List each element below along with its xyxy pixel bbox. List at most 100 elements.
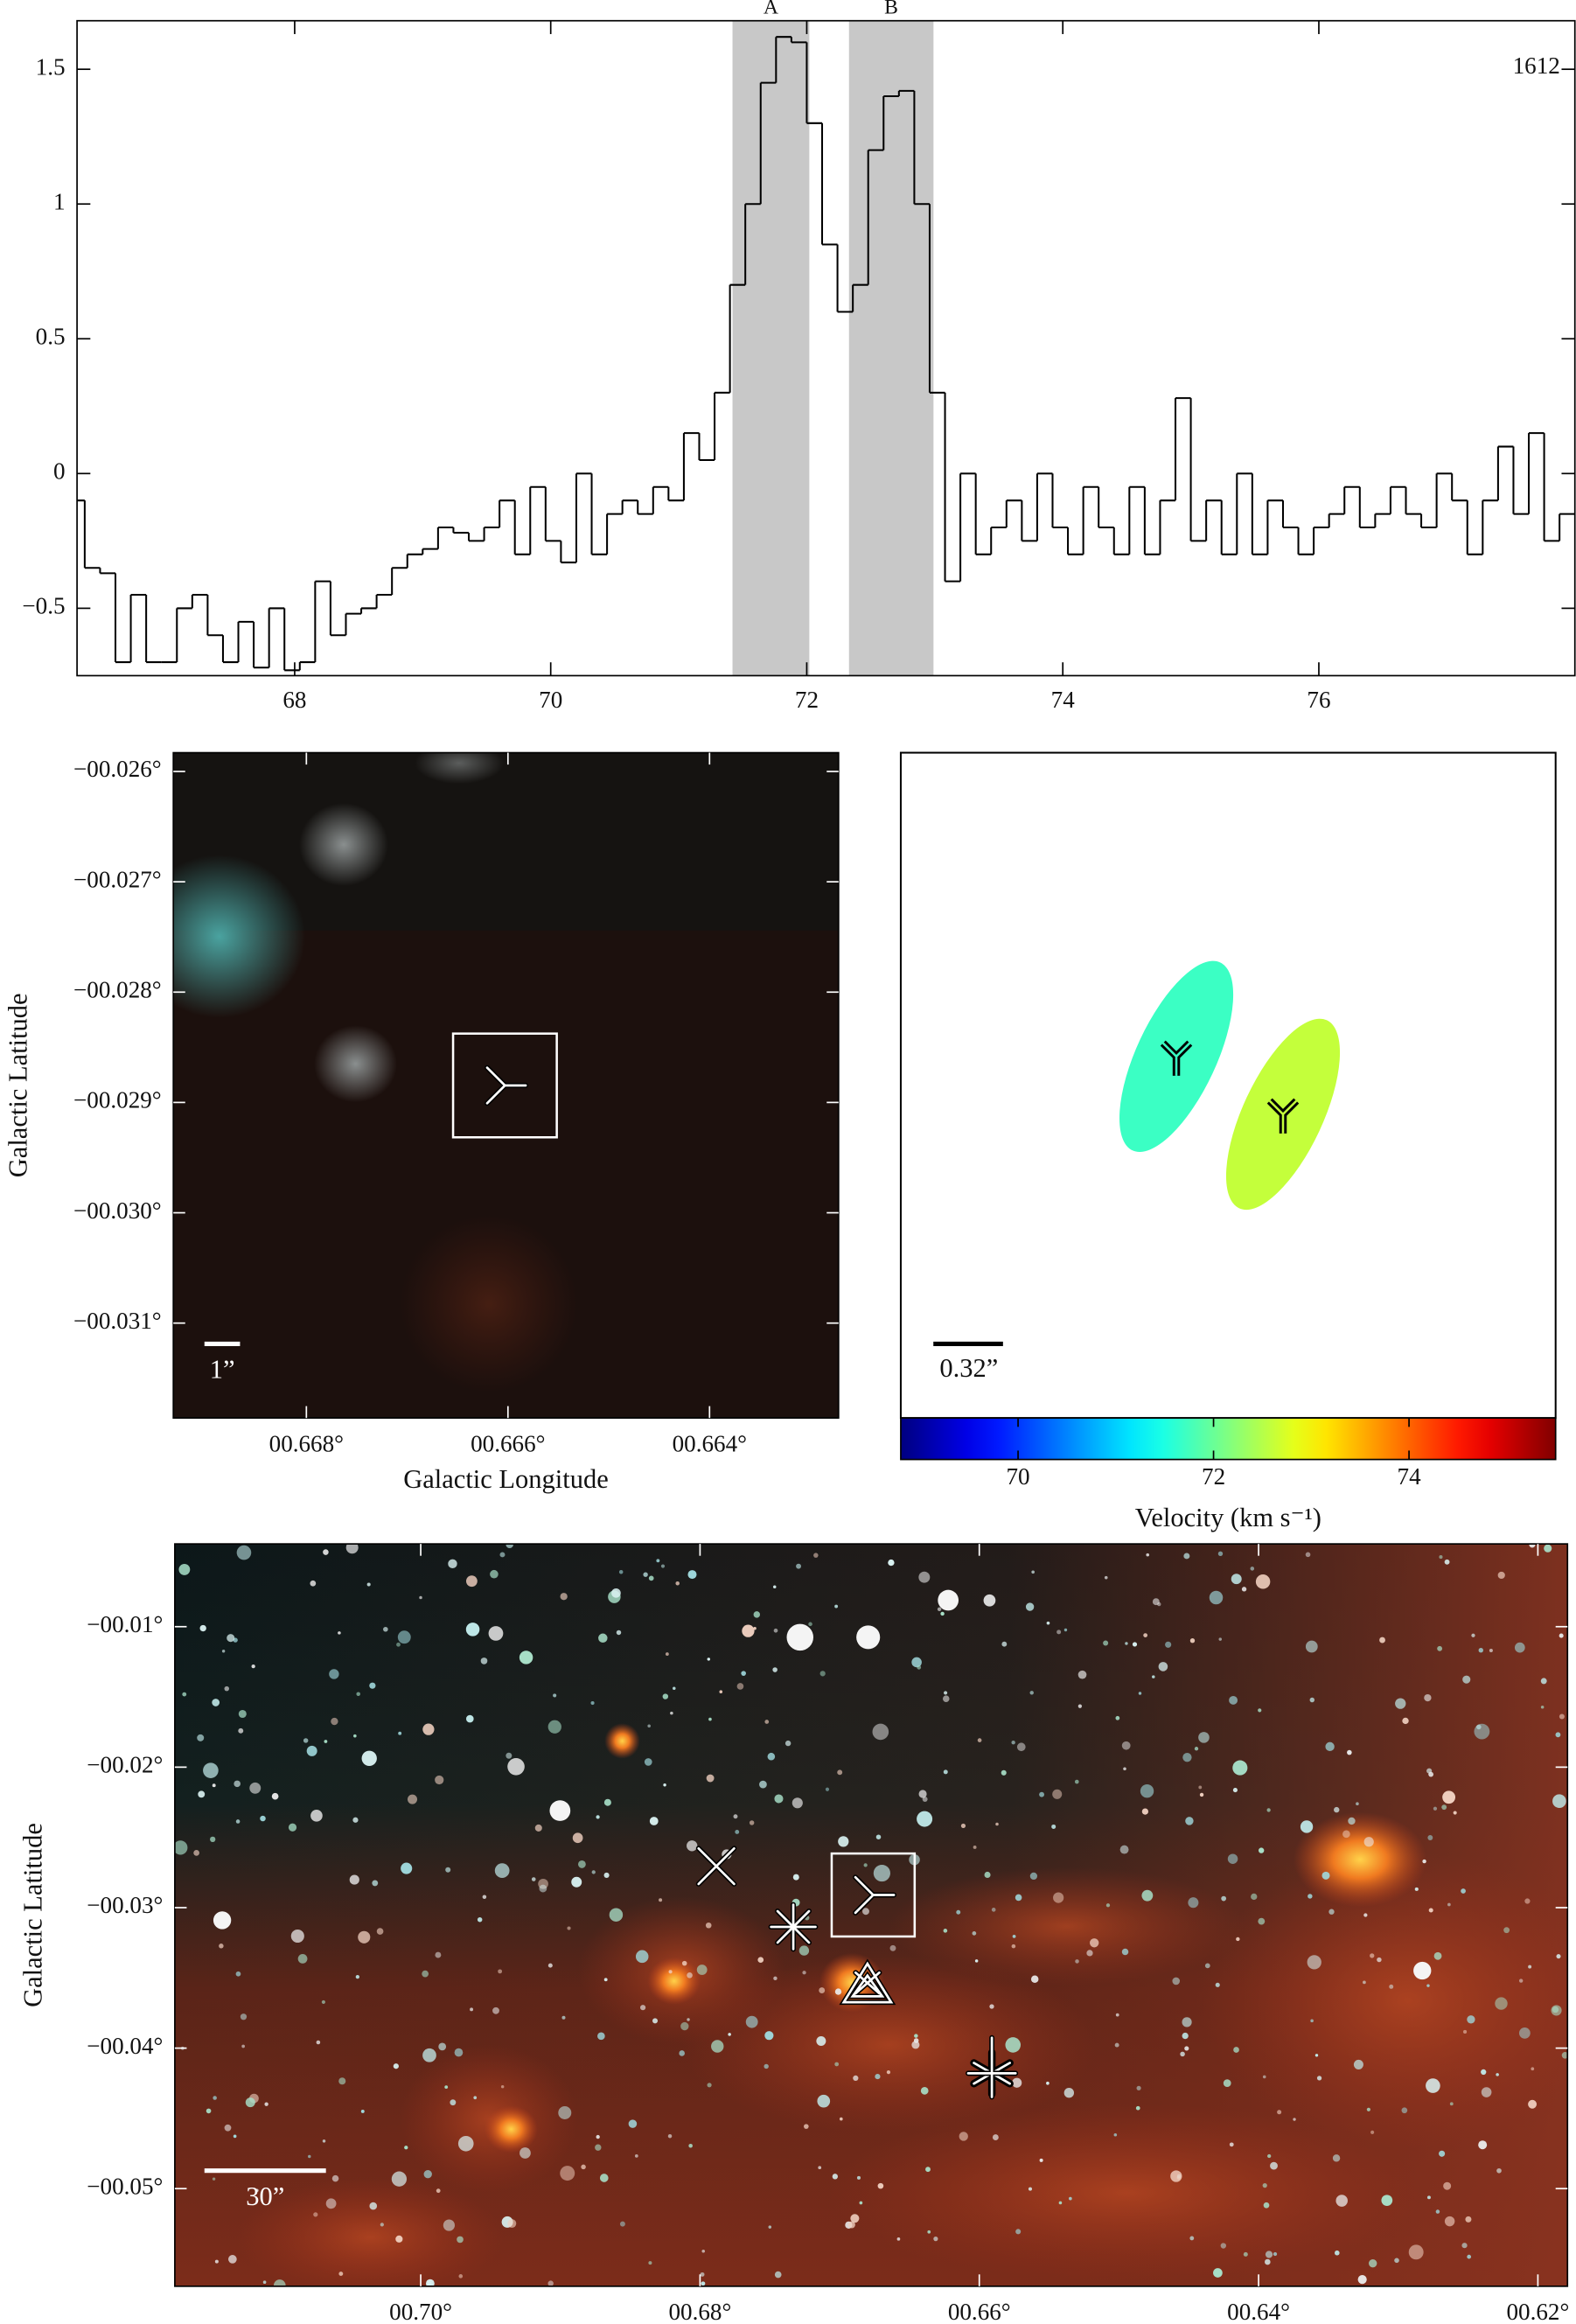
- blob: [889, 1867, 1245, 1986]
- star: [482, 1895, 487, 1900]
- star: [1165, 1641, 1172, 1648]
- star: [839, 2117, 843, 2121]
- star: [1198, 1732, 1210, 1743]
- star: [1540, 1705, 1545, 1709]
- star: [687, 1570, 697, 1580]
- star: [1427, 1835, 1433, 1840]
- star: [1217, 1551, 1224, 1556]
- star: [345, 1544, 359, 1554]
- star: [271, 1792, 279, 1800]
- star: [937, 1607, 942, 1612]
- star: [1039, 2158, 1043, 2162]
- star: [547, 1720, 561, 1734]
- star: [786, 1623, 814, 1651]
- star: [1321, 1871, 1330, 1880]
- star: [1334, 2250, 1340, 2256]
- star: [1435, 2209, 1440, 2214]
- star: [372, 1880, 379, 1887]
- star: [245, 2097, 255, 2108]
- star: [616, 1630, 622, 1636]
- star: [598, 1633, 608, 1644]
- star: [764, 2063, 769, 2069]
- star: [675, 1581, 680, 1586]
- star: [1559, 1713, 1565, 1720]
- star: [1170, 2170, 1182, 2182]
- star: [1433, 1951, 1442, 1960]
- star: [1552, 1794, 1566, 1809]
- star: [1381, 2195, 1393, 2207]
- star: [1514, 1642, 1525, 1653]
- star: [519, 1651, 533, 1664]
- star: [465, 1714, 474, 1723]
- star: [1121, 1948, 1129, 1956]
- y-tick-label: 0.5: [36, 324, 66, 350]
- star: [1528, 1965, 1532, 1969]
- star: [1058, 2201, 1063, 2205]
- star: [1310, 2019, 1314, 2023]
- y-tick-label: −00.030°: [73, 1197, 162, 1224]
- star: [1307, 1955, 1321, 1970]
- star: [667, 2133, 673, 2139]
- star: [436, 2188, 441, 2194]
- star: [611, 1588, 621, 1598]
- star: [567, 1926, 571, 1930]
- star: [984, 1871, 991, 1878]
- star: [212, 1699, 220, 1706]
- star: [679, 2050, 685, 2056]
- star: [1394, 2258, 1399, 2264]
- star: [1531, 2067, 1535, 2071]
- star: [938, 1589, 959, 1611]
- star: [663, 1783, 666, 1787]
- star: [260, 1815, 266, 1822]
- star: [635, 1950, 649, 1964]
- star: [1453, 1811, 1457, 1815]
- star: [877, 2182, 884, 2189]
- star: [1471, 1633, 1475, 1637]
- star: [1401, 2107, 1408, 2114]
- star: [321, 1999, 325, 2005]
- star: [581, 2164, 586, 2170]
- star: [445, 1867, 451, 1873]
- blob: [415, 752, 504, 785]
- star: [1172, 1977, 1181, 1986]
- star: [1300, 1820, 1314, 1833]
- marker-box: [451, 1032, 558, 1139]
- star: [889, 1944, 896, 1951]
- star: [219, 1944, 224, 1949]
- star: [736, 1683, 744, 1690]
- star: [1213, 2268, 1223, 2278]
- star: [1119, 1845, 1129, 1854]
- marker: [695, 1846, 737, 1887]
- star: [772, 1667, 778, 1672]
- blob: [604, 1723, 640, 1759]
- star: [1467, 2254, 1472, 2259]
- star: [603, 1978, 608, 1982]
- star: [1115, 1715, 1120, 1720]
- star: [735, 1830, 740, 1834]
- star: [742, 1624, 755, 1637]
- star: [210, 1836, 216, 1843]
- star: [1518, 1979, 1524, 1983]
- star: [358, 1930, 371, 1944]
- star: [203, 1762, 219, 1778]
- star: [492, 2006, 499, 2014]
- star: [380, 2223, 384, 2227]
- star: [1369, 2258, 1377, 2268]
- star: [759, 1780, 767, 1789]
- star: [1199, 1792, 1204, 1797]
- star: [1031, 1570, 1035, 1574]
- star: [1357, 2275, 1367, 2285]
- star: [369, 2202, 378, 2210]
- star: [707, 1658, 711, 1661]
- star: [640, 2005, 646, 2011]
- star: [1114, 2042, 1119, 2048]
- star: [837, 1769, 843, 1776]
- star: [422, 1970, 429, 1978]
- star: [435, 1775, 444, 1785]
- star: [1439, 1555, 1443, 1560]
- star: [973, 1846, 977, 1849]
- star: [1402, 1717, 1409, 1725]
- star: [1370, 1953, 1375, 1958]
